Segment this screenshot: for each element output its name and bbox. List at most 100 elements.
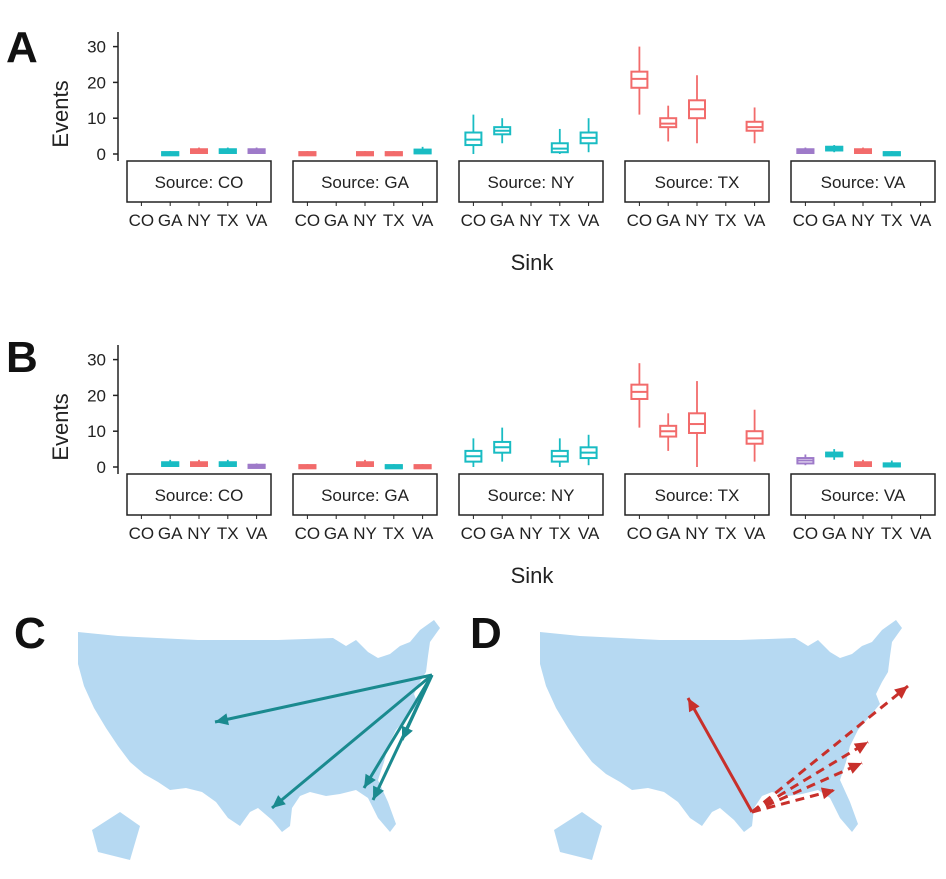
x-tick-label: NY xyxy=(685,211,709,230)
x-tick-label: CO xyxy=(295,211,321,230)
x-axis-title: Sink xyxy=(511,563,555,588)
x-tick-label: VA xyxy=(744,211,766,230)
x-tick-label: TX xyxy=(549,211,571,230)
y-tick-label: 10 xyxy=(87,422,106,441)
x-tick-label: TX xyxy=(383,524,405,543)
x-tick-label: TX xyxy=(383,211,405,230)
x-tick-label: CO xyxy=(129,211,155,230)
migration-arrow-head xyxy=(820,787,835,800)
x-tick-label: CO xyxy=(129,524,155,543)
map-panel-c xyxy=(78,620,440,860)
y-tick-label: 10 xyxy=(87,109,106,128)
x-tick-label: NY xyxy=(519,211,543,230)
migration-arrow xyxy=(751,684,909,814)
x-tick-label: VA xyxy=(744,524,766,543)
panel-letter-b: B xyxy=(6,333,38,382)
x-tick-label: TX xyxy=(715,211,737,230)
panel-letter-a: A xyxy=(6,23,38,72)
migration-arrow-head xyxy=(364,773,376,788)
facet-strip-label: Source: CO xyxy=(155,486,244,505)
facet-strip-label: Source: GA xyxy=(321,173,410,192)
us-map-shape xyxy=(78,620,440,832)
migration-arrow-head xyxy=(853,742,868,754)
x-tick-label: VA xyxy=(910,211,932,230)
x-tick-label: NY xyxy=(353,211,377,230)
x-tick-label: CO xyxy=(627,524,653,543)
x-tick-label: GA xyxy=(324,211,349,230)
x-tick-label: TX xyxy=(715,524,737,543)
migration-arrow-head xyxy=(215,713,229,726)
facet-strip xyxy=(624,160,770,203)
x-tick-label: CO xyxy=(461,524,487,543)
facet-strip-label: Source: VA xyxy=(821,486,906,505)
y-tick-label: 30 xyxy=(87,38,106,57)
y-tick-label: 20 xyxy=(87,73,106,92)
facet-strip-label: Source: TX xyxy=(655,486,740,505)
panel-letter-c: C xyxy=(14,609,46,658)
x-tick-label: VA xyxy=(246,211,268,230)
x-tick-label: NY xyxy=(685,524,709,543)
x-tick-label: VA xyxy=(246,524,268,543)
migration-arrow-head xyxy=(847,762,862,774)
migration-arrow xyxy=(751,761,863,814)
migration-arrow-head xyxy=(373,785,384,800)
migration-arrow xyxy=(271,673,433,810)
x-tick-label: NY xyxy=(187,524,211,543)
migration-arrow xyxy=(214,673,433,724)
facet-strip xyxy=(292,160,438,203)
map-panel-d xyxy=(540,620,909,860)
x-tick-label: NY xyxy=(353,524,377,543)
x-tick-label: TX xyxy=(217,211,239,230)
facet-strip-label: Source: NY xyxy=(488,486,575,505)
y-tick-label: 20 xyxy=(87,386,106,405)
migration-arrow xyxy=(362,674,434,789)
x-tick-label: CO xyxy=(793,524,819,543)
x-tick-label: TX xyxy=(881,211,903,230)
x-tick-label: NY xyxy=(187,211,211,230)
x-tick-label: TX xyxy=(549,524,571,543)
migration-arrow xyxy=(686,697,754,813)
migration-arrow xyxy=(751,740,869,814)
alaska-shape xyxy=(92,812,140,860)
x-axis-title: Sink xyxy=(511,250,555,275)
x-tick-label: CO xyxy=(793,211,819,230)
x-tick-label: GA xyxy=(490,211,515,230)
y-tick-label: 0 xyxy=(97,145,106,164)
x-tick-label: NY xyxy=(519,524,543,543)
x-tick-label: GA xyxy=(656,211,681,230)
alaska-shape xyxy=(554,812,602,860)
facet-strip xyxy=(624,473,770,516)
panel-letter-d: D xyxy=(470,609,502,658)
facet-strip xyxy=(292,473,438,516)
x-tick-label: TX xyxy=(881,524,903,543)
x-tick-label: VA xyxy=(412,524,434,543)
x-tick-label: VA xyxy=(412,211,434,230)
facet-strip-label: Source: GA xyxy=(321,486,410,505)
x-tick-label: CO xyxy=(627,211,653,230)
facet-strip-label: Source: CO xyxy=(155,173,244,192)
y-tick-label: 30 xyxy=(87,351,106,370)
facet-strip xyxy=(126,160,272,203)
x-tick-label: GA xyxy=(656,524,681,543)
x-tick-label: NY xyxy=(851,211,875,230)
x-tick-label: CO xyxy=(461,211,487,230)
facet-strip-label: Source: TX xyxy=(655,173,740,192)
x-tick-label: GA xyxy=(490,524,515,543)
x-tick-label: GA xyxy=(158,524,183,543)
facet-strip xyxy=(458,473,604,516)
x-tick-label: VA xyxy=(578,524,600,543)
x-tick-label: GA xyxy=(324,524,349,543)
x-tick-label: NY xyxy=(851,524,875,543)
migration-arrow-head xyxy=(272,795,286,808)
facet-strip xyxy=(790,473,936,516)
facet-strip-label: Source: NY xyxy=(488,173,575,192)
y-tick-label: 0 xyxy=(97,458,106,477)
y-axis-title: Events xyxy=(48,80,73,147)
migration-arrow-head xyxy=(402,725,413,740)
migration-arrow-head xyxy=(894,686,908,699)
y-axis-title: Events xyxy=(48,393,73,460)
x-tick-label: VA xyxy=(910,524,932,543)
